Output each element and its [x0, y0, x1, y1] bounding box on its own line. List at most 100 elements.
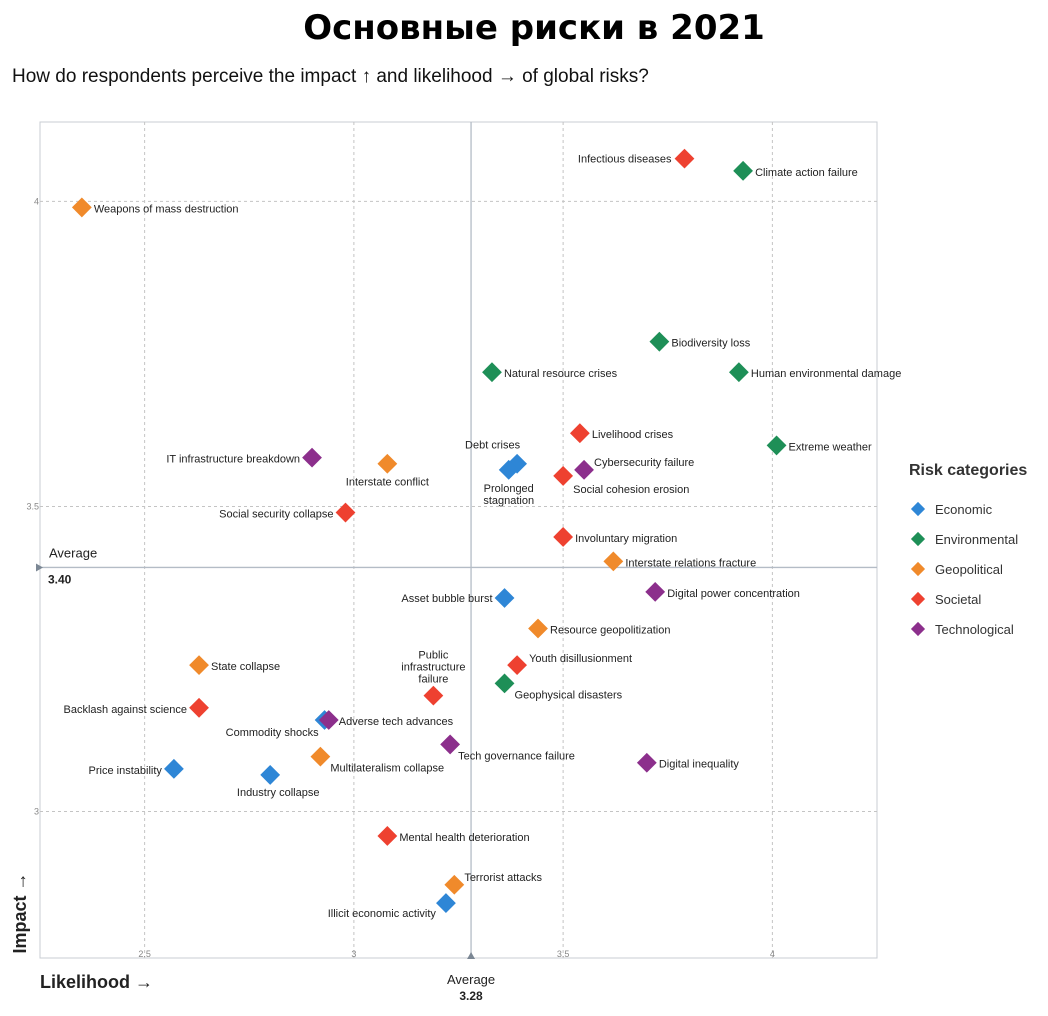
x-tick-label: 4: [770, 949, 775, 959]
data-label: Price instability: [89, 765, 163, 777]
average-x-value: 3.28: [459, 989, 483, 1003]
data-label: Asset bubble burst: [401, 593, 492, 605]
x-axis-label: Likelihood →: [40, 972, 153, 992]
legend-label: Environmental: [935, 531, 1019, 547]
data-point: [649, 331, 670, 352]
legend-title: Risk categories: [909, 462, 1028, 479]
chart-title: Основные риски в 2021: [303, 8, 765, 48]
data-point: [766, 435, 787, 456]
legend-label: Technological: [935, 621, 1014, 637]
diamond-icon: [910, 561, 926, 577]
data-label: IT infrastructure breakdown: [166, 454, 300, 466]
data-label: Illicit economic activity: [328, 908, 437, 920]
data-label-line: failure: [418, 674, 448, 686]
data-point: [507, 655, 527, 675]
x-tick-label: 3.5: [557, 949, 570, 959]
average-x-label: Average: [447, 972, 495, 987]
data-label: Resource geopolitization: [550, 624, 670, 636]
legend: Risk categories Economic Environmental G…: [909, 462, 1027, 644]
data-label: Digital inequality: [659, 759, 740, 771]
data-point: [71, 197, 92, 218]
legend-item-environmental: Environmental: [909, 524, 1027, 554]
data-label: Mental health deterioration: [399, 832, 529, 844]
data-label: Weapons of mass destruction: [94, 203, 239, 215]
data-point: [436, 893, 456, 913]
legend-item-geopolitical: Geopolitical: [909, 554, 1027, 584]
data-point: [553, 527, 574, 547]
y-axis-label: Impact →: [10, 872, 30, 953]
average-x-marker: [467, 952, 476, 959]
y-tick-label: 4: [34, 196, 39, 206]
data-point: [553, 466, 574, 486]
data-point: [636, 752, 657, 773]
diamond-icon: [910, 531, 926, 547]
legend-label: Economic: [935, 501, 993, 517]
data-label-line: infrastructure: [401, 662, 465, 674]
x-tick-label: 3: [351, 949, 356, 959]
legend-label: Geopolitical: [935, 561, 1003, 577]
data-label: Involuntary migration: [575, 533, 677, 545]
data-label: Prolonged stagnation: [483, 483, 534, 507]
data-label: Interstate conflict: [346, 477, 429, 489]
data-label: Infectious diseases: [578, 154, 672, 166]
y-tick-label: 3.5: [26, 501, 39, 511]
data-point: [674, 148, 695, 169]
data-point: [569, 423, 590, 444]
data-label: Livelihood crises: [592, 429, 674, 441]
data-label: Digital power concentration: [667, 588, 800, 600]
data-label: Social cohesion erosion: [573, 484, 689, 496]
data-label: Adverse tech advances: [339, 716, 454, 728]
average-y-label: Average: [49, 545, 97, 560]
data-label: Debt crises: [465, 440, 521, 452]
x-tick-label: 2.5: [138, 949, 151, 959]
data-point: [645, 581, 666, 602]
data-point: [423, 685, 444, 706]
data-label: Backlash against science: [64, 704, 188, 716]
data-label: Human environmental damage: [751, 368, 901, 380]
data-point: [444, 874, 465, 895]
data-label: Social security collapse: [219, 509, 333, 521]
data-point: [377, 826, 398, 846]
data-point: [494, 588, 515, 608]
chart-subtitle: How do respondents perceive the impact ↑…: [12, 66, 649, 87]
y-tick-label: 3: [34, 807, 39, 817]
legend-item-technological: Technological: [909, 614, 1027, 644]
data-label: Cybersecurity failure: [594, 457, 694, 469]
data-label: Youth disillusionment: [529, 653, 632, 665]
legend-item-economic: Economic: [909, 494, 1027, 524]
data-point: [498, 459, 519, 480]
data-label-line: Public: [418, 650, 448, 662]
data-point: [377, 453, 398, 474]
data-point: [603, 551, 624, 572]
data-label: Geophysical disasters: [515, 689, 623, 701]
data-point: [189, 697, 209, 718]
data-point: [528, 618, 548, 639]
data-point: [164, 758, 184, 779]
data-point: [733, 160, 753, 181]
data-label: Multilateralism collapse: [330, 763, 444, 775]
data-point: [302, 447, 322, 468]
data-label-line: stagnation: [483, 495, 534, 507]
data-label: Natural resource crises: [504, 368, 618, 380]
data-point: [482, 362, 502, 383]
data-point: [310, 746, 331, 767]
data-label: Biodiversity loss: [671, 338, 750, 350]
data-label: Climate action failure: [755, 167, 858, 179]
diamond-icon: [910, 501, 926, 517]
plot-frame: [39, 121, 878, 959]
data-label: State collapse: [211, 661, 280, 673]
data-label: Terrorist attacks: [464, 872, 542, 884]
diamond-icon: [910, 591, 926, 607]
data-point: [318, 710, 339, 730]
data-point: [728, 362, 749, 383]
data-point: [260, 765, 281, 785]
data-point: [335, 502, 356, 523]
diamond-icon: [910, 621, 926, 637]
data-label: Interstate relations fracture: [625, 557, 756, 569]
average-y-marker: [36, 563, 43, 572]
legend-label: Societal: [935, 591, 982, 607]
average-y-value: 3.40: [48, 572, 72, 586]
legend-item-societal: Societal: [909, 584, 1027, 614]
data-label: Industry collapse: [237, 787, 320, 799]
data-point: [494, 673, 515, 694]
